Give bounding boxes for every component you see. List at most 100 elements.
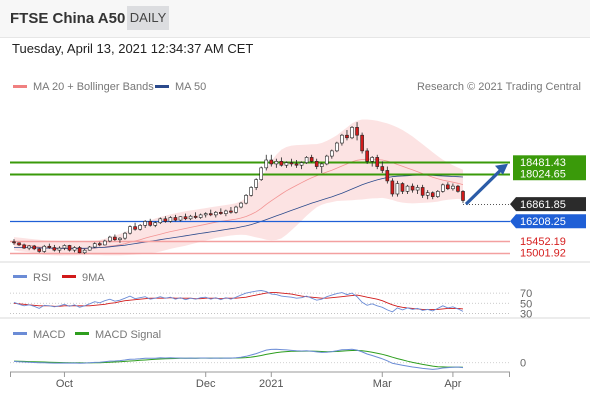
candle-body-down: [314, 161, 319, 167]
candle: [72, 246, 77, 253]
candle: [158, 217, 163, 225]
candle-body-up: [103, 240, 107, 246]
candle: [335, 141, 339, 153]
candle: [390, 178, 395, 197]
candle: [269, 154, 274, 167]
candle-body-down: [219, 211, 223, 214]
candle-body-up: [82, 249, 87, 254]
price-legend: MA 20 + Bollinger Bands MA 50: [13, 81, 206, 93]
price-legend-label-2: MA 50: [175, 81, 206, 93]
candle: [345, 129, 349, 141]
candle: [451, 183, 455, 191]
candle-body-up: [234, 206, 238, 213]
candle: [299, 161, 304, 170]
macd-signal-line: [13, 349, 464, 368]
candle: [52, 244, 57, 252]
candle-body-up: [330, 150, 334, 157]
timeframe-button[interactable]: DAILY: [127, 6, 169, 30]
candle: [113, 234, 117, 242]
candle: [163, 216, 168, 223]
candle: [203, 212, 208, 218]
candle: [128, 225, 132, 235]
candle: [143, 220, 147, 228]
candle: [425, 190, 430, 200]
candle: [92, 242, 97, 249]
candle-body-down: [345, 134, 349, 139]
candle-body-down: [309, 157, 314, 162]
rsi-legend: RSI 9MA: [13, 272, 105, 284]
candle-body-up: [224, 210, 228, 214]
candle-body-down: [148, 221, 153, 226]
candle-body-up: [405, 185, 410, 192]
candle: [314, 158, 319, 170]
macd-zero-label: 0: [520, 358, 526, 370]
candle: [461, 190, 465, 204]
price-legend-label-1: MA 20 + Bollinger Bands: [33, 81, 154, 93]
macd-legend-swatch: [13, 332, 27, 335]
candle: [319, 162, 324, 174]
candle-body-down: [22, 244, 26, 249]
chart-header: FTSE China A50 DAILY: [0, 0, 590, 38]
candle-body-down: [133, 226, 137, 230]
resistance-label: 18481.43: [520, 157, 566, 169]
candle-body-down: [67, 245, 72, 251]
candle: [289, 158, 294, 167]
candle: [249, 186, 253, 197]
candle: [274, 158, 279, 168]
candle: [324, 154, 329, 166]
forecast-arrow-shaft: [464, 167, 504, 206]
support-label-box: [510, 214, 586, 229]
candle: [405, 184, 410, 194]
candle: [183, 213, 188, 221]
candle: [108, 235, 112, 243]
candle: [17, 242, 21, 246]
candle-body-down: [193, 215, 198, 218]
bollinger-band-fill: [14, 119, 463, 256]
candle: [118, 237, 122, 243]
candle-body-down: [97, 243, 102, 246]
candle: [77, 245, 82, 254]
candle-body-down: [420, 187, 425, 196]
candle-body-up: [143, 221, 147, 226]
resistance-label: 18024.65: [520, 169, 566, 181]
candle-body-up: [62, 245, 67, 249]
candle-body-up: [213, 211, 218, 216]
rsi-level-label: 70: [520, 288, 532, 300]
rsi-ma-legend-swatch: [62, 275, 76, 278]
candle: [62, 244, 67, 251]
candle: [37, 247, 42, 253]
candle-body-down: [113, 236, 117, 241]
candle-body-down: [360, 134, 364, 152]
candle-body-up: [128, 226, 132, 234]
candle: [173, 214, 178, 222]
candle-body-up: [188, 215, 193, 220]
candle: [188, 214, 193, 221]
candle: [12, 239, 16, 245]
candle-body-up: [108, 236, 112, 242]
candle-body-up: [249, 187, 253, 196]
candle-body-up: [284, 162, 289, 166]
macd-panel: 0: [10, 348, 526, 370]
candle: [208, 209, 213, 217]
candle: [178, 216, 183, 222]
rsi-legend-swatch: [13, 275, 27, 278]
candle: [435, 190, 440, 198]
candle: [309, 154, 314, 163]
candle: [430, 191, 435, 200]
candle: [264, 154, 269, 171]
candle-body-up: [87, 246, 92, 251]
candle-body-down: [430, 192, 435, 197]
candle-body-down: [12, 241, 16, 244]
candle: [360, 132, 364, 154]
time-axis-label: Oct: [56, 378, 73, 390]
forecast-arrow-head: [495, 163, 508, 175]
candle: [380, 161, 385, 174]
candle: [294, 160, 299, 168]
candle-body-up: [299, 162, 304, 166]
candle-body-up: [123, 232, 127, 239]
candle-body-up: [138, 225, 142, 230]
candle-body-down: [32, 245, 36, 250]
current-price-label: 16861.85: [520, 199, 566, 211]
